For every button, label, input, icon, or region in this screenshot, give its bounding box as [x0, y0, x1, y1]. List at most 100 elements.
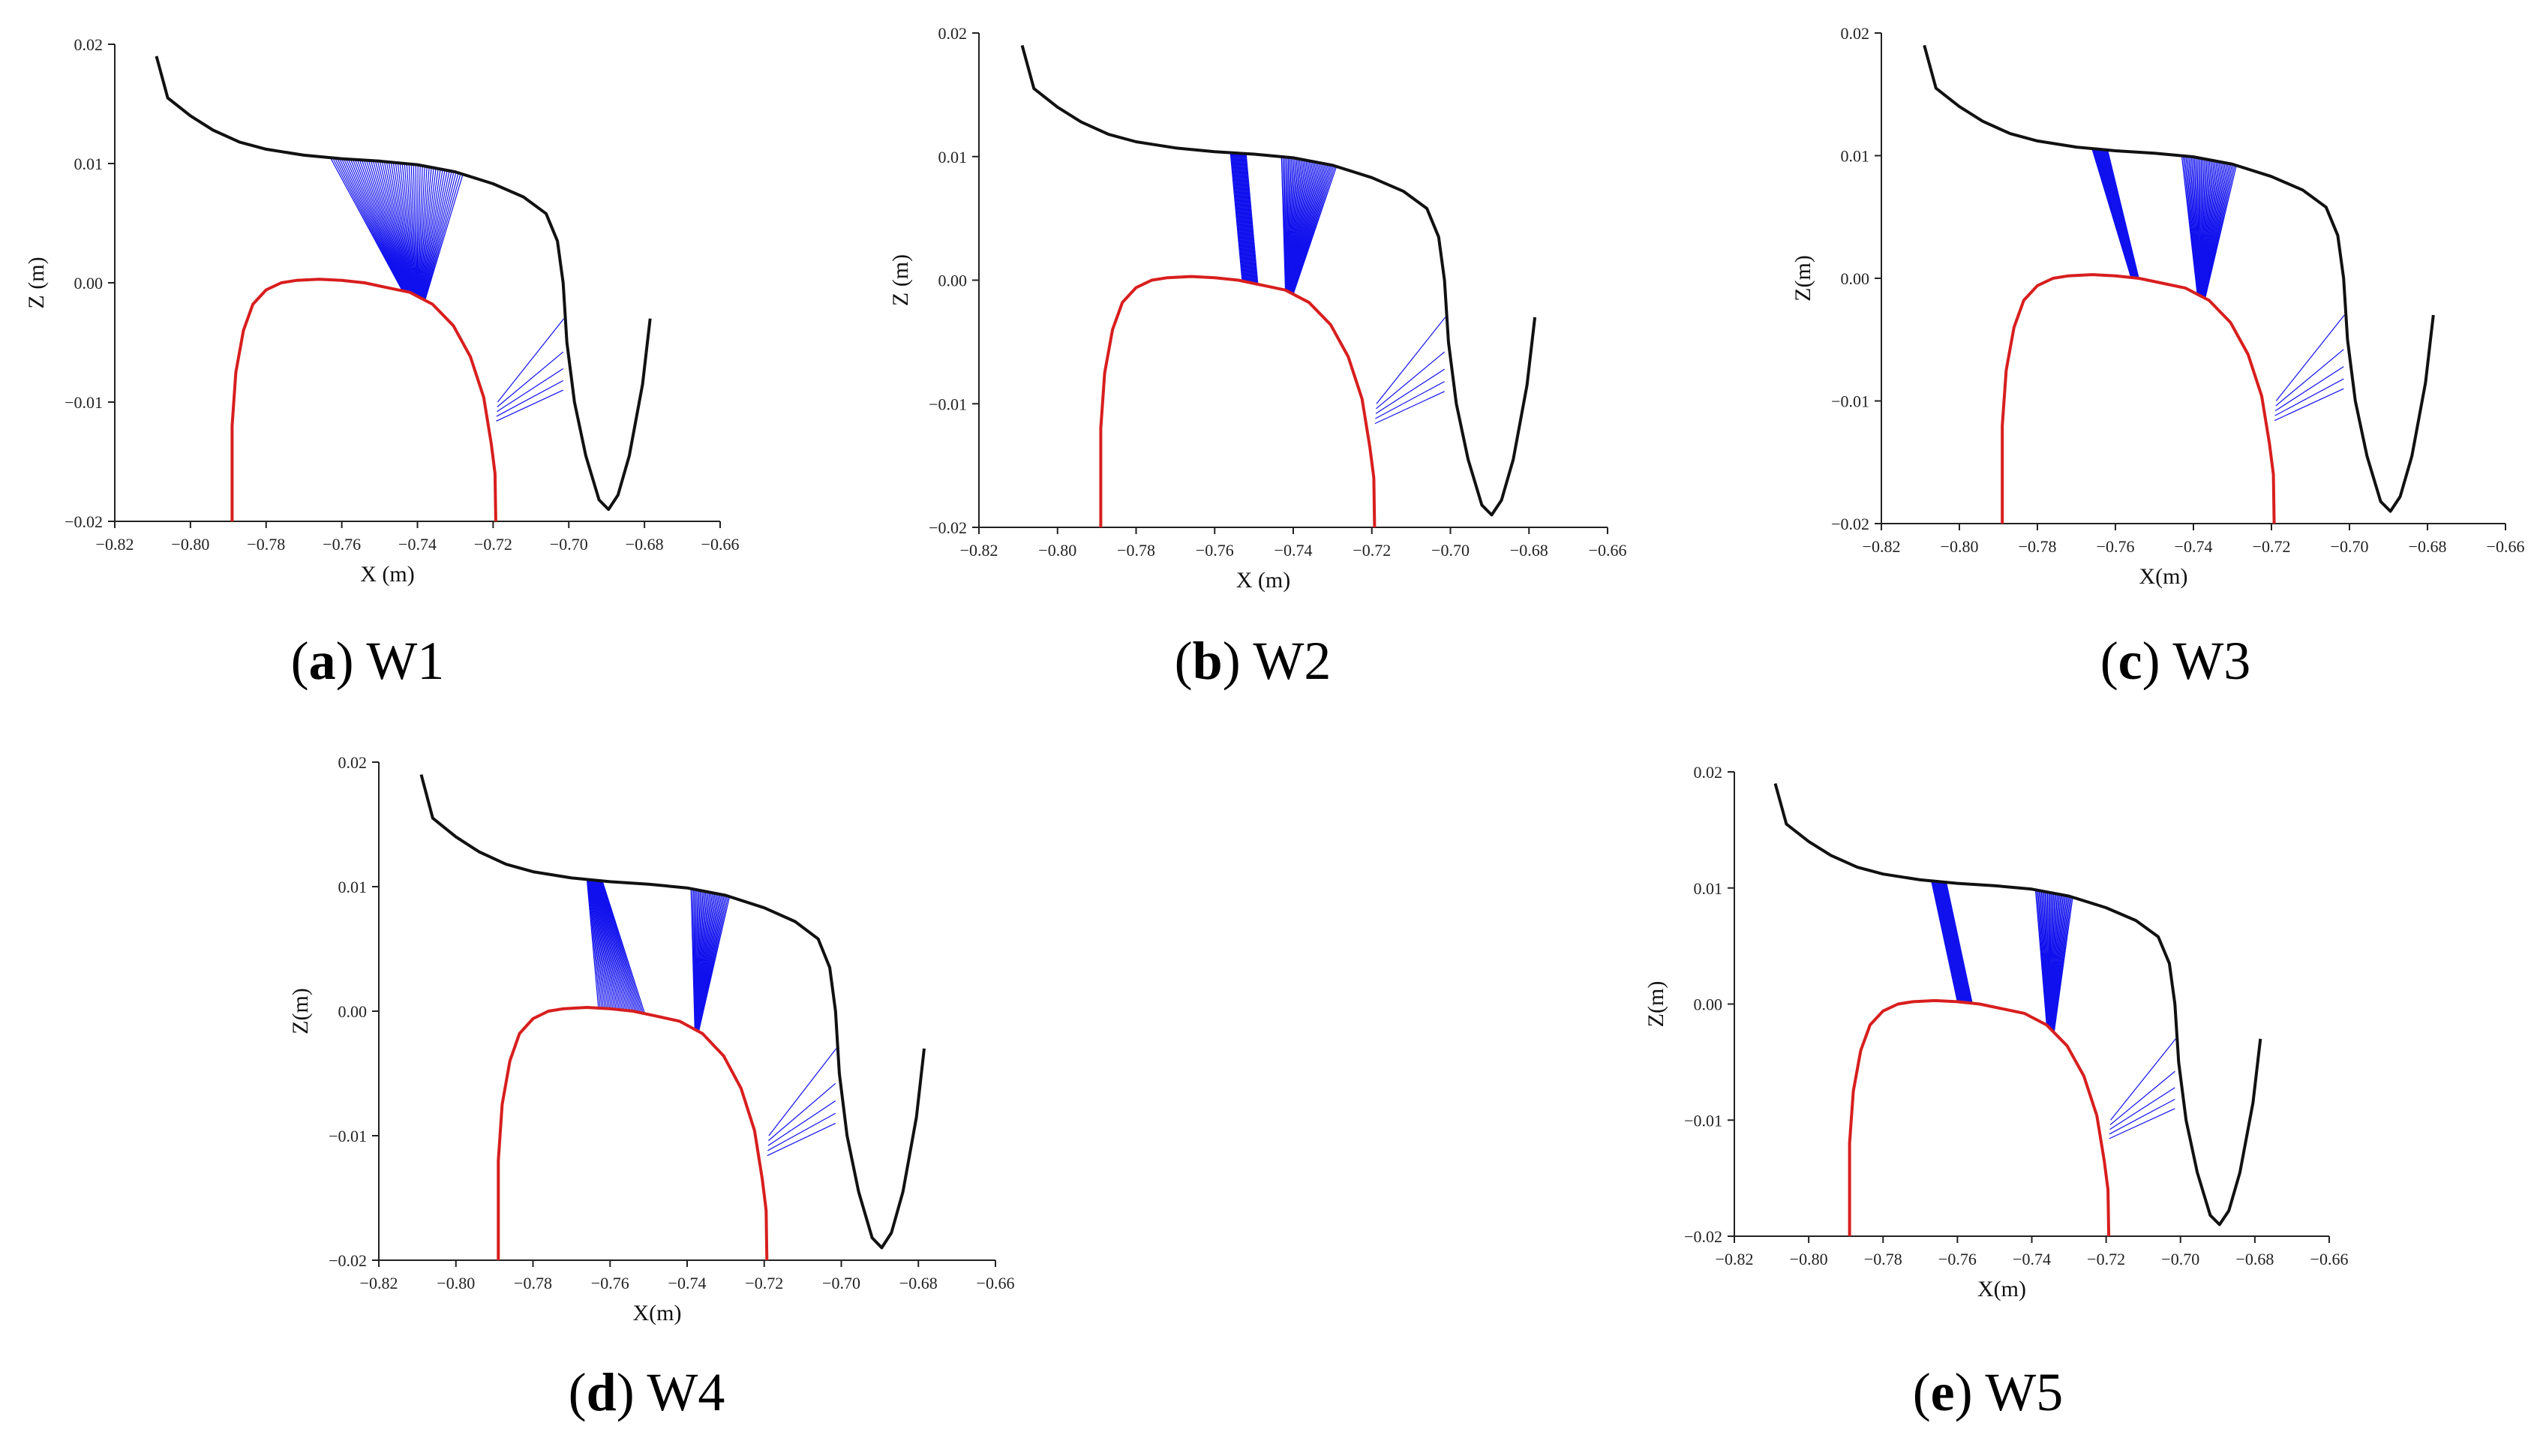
contact-line: [341, 158, 405, 292]
panel-caption: (a) W1: [291, 631, 445, 691]
contact-line: [1244, 153, 1258, 284]
contact-line: [422, 170, 450, 299]
contact-line: [2274, 366, 2344, 412]
contact-line: [423, 172, 457, 300]
contact-line: [336, 158, 404, 292]
x-tick-label: −0.70: [550, 535, 588, 554]
x-tick-label: −0.70: [1431, 541, 1470, 560]
x-tick-label: −0.74: [2175, 537, 2213, 556]
rail-profile-line: [2001, 273, 2276, 524]
contact-line: [392, 162, 414, 295]
contact-line: [1374, 391, 1445, 425]
contact-line: [1942, 881, 1970, 1004]
contact-line: [1231, 152, 1244, 282]
x-axis-title: X (m): [1236, 568, 1290, 593]
contact-line: [347, 158, 406, 292]
contact-line: [417, 165, 423, 297]
chart-panel-w2: −0.82 −0.80 −0.78 −0.76 −0.74 −0.72 −0.70 −0.68…: [888, 24, 1626, 691]
contact-line: [587, 879, 602, 1009]
x-tick-label: −0.82: [360, 1274, 398, 1292]
y-tick-label: 0.00: [938, 272, 968, 290]
contact-line: [416, 164, 419, 296]
y-tick-label: −0.02: [1684, 1227, 1722, 1246]
contact-lines: [1931, 881, 2176, 1139]
x-tick-label: −0.70: [2331, 537, 2369, 556]
contact-line: [1932, 881, 1960, 1002]
x-tick-label: −0.76: [1938, 1250, 1977, 1268]
contact-line: [1236, 152, 1250, 283]
y-axis-title: Z(m): [1644, 981, 1668, 1028]
caption-text: W5: [1985, 1362, 2063, 1422]
contact-line: [597, 880, 631, 1011]
chart-panel-w4: −0.82 −0.80 −0.78 −0.76 −0.74 −0.72 −0.70 −0.68…: [288, 753, 1014, 1422]
y-tick-label: −0.02: [1831, 515, 1869, 533]
contact-line: [497, 368, 564, 413]
x-tick-label: −0.78: [2019, 537, 2057, 556]
contact-line: [590, 879, 612, 1009]
contact-lines: [329, 157, 565, 422]
y-tick-label: 0.02: [74, 35, 104, 54]
contact-line: [588, 879, 605, 1009]
x-tick-label: −0.68: [899, 1274, 938, 1292]
contact-line: [1943, 881, 1971, 1004]
contact-line: [368, 160, 410, 293]
x-tick-label: −0.68: [626, 535, 664, 554]
caption-letter: b: [1193, 631, 1223, 691]
contact-line: [329, 157, 403, 291]
contact-line: [406, 164, 416, 296]
contact-line: [399, 163, 415, 295]
y-axis-title: Z (m): [888, 254, 913, 306]
x-axis-title: X (m): [360, 562, 414, 587]
contact-line: [343, 158, 405, 292]
caption-text: W3: [2172, 631, 2250, 691]
contact-line: [421, 169, 443, 299]
wheel-profile-line: [155, 56, 652, 512]
contact-line: [2275, 314, 2345, 401]
contact-line: [496, 389, 563, 422]
y-tick-label: −0.02: [329, 1251, 367, 1270]
contact-line: [593, 880, 620, 1010]
contact-line: [1229, 152, 1243, 281]
x-tick-label: −0.82: [960, 541, 998, 560]
x-tick-label: −0.76: [1196, 541, 1234, 560]
contact-line: [1944, 881, 1971, 1004]
contact-line: [599, 880, 636, 1012]
contact-line: [379, 161, 412, 293]
contact-line: [423, 173, 459, 300]
caption-letter: e: [1931, 1362, 1955, 1422]
contact-line: [1945, 882, 1973, 1004]
contact-line: [767, 1100, 836, 1146]
caption-letter: a: [309, 631, 336, 691]
y-tick-label: 0.01: [1694, 879, 1723, 898]
contact-line: [1242, 153, 1256, 284]
contact-line: [593, 880, 618, 1010]
y-tick-label: −0.01: [65, 393, 103, 412]
contact-line: [1233, 152, 1247, 282]
contact-line: [2109, 1087, 2175, 1130]
contact-line: [596, 880, 628, 1011]
contact-line: [2110, 1038, 2176, 1121]
x-tick-label: −0.68: [2235, 1250, 2274, 1268]
y-tick-label: 0.00: [1694, 995, 1723, 1014]
contact-line: [1244, 153, 1257, 284]
contact-line: [599, 880, 638, 1013]
x-tick-label: −0.74: [398, 535, 437, 554]
rail-profile-line: [1099, 275, 1377, 528]
contact-lines: [2091, 148, 2345, 422]
y-axis-title: Z(m): [288, 988, 313, 1034]
contact-line: [594, 880, 623, 1010]
y-tick-label: 0.01: [938, 148, 968, 167]
contact-line: [395, 162, 414, 295]
y-tick-label: −0.01: [929, 395, 967, 413]
contact-line: [602, 881, 646, 1014]
wheel-profile-line: [1020, 44, 1537, 517]
contact-line: [388, 161, 413, 294]
contact-line: [397, 163, 415, 295]
contact-line: [591, 879, 615, 1010]
contact-line: [2205, 165, 2237, 299]
x-tick-label: −0.68: [2409, 537, 2447, 556]
y-axis-title: Z (m): [24, 257, 49, 308]
contact-line: [374, 161, 411, 293]
x-axis-title: X(m): [633, 1301, 682, 1325]
x-tick-label: −0.76: [2097, 537, 2135, 556]
